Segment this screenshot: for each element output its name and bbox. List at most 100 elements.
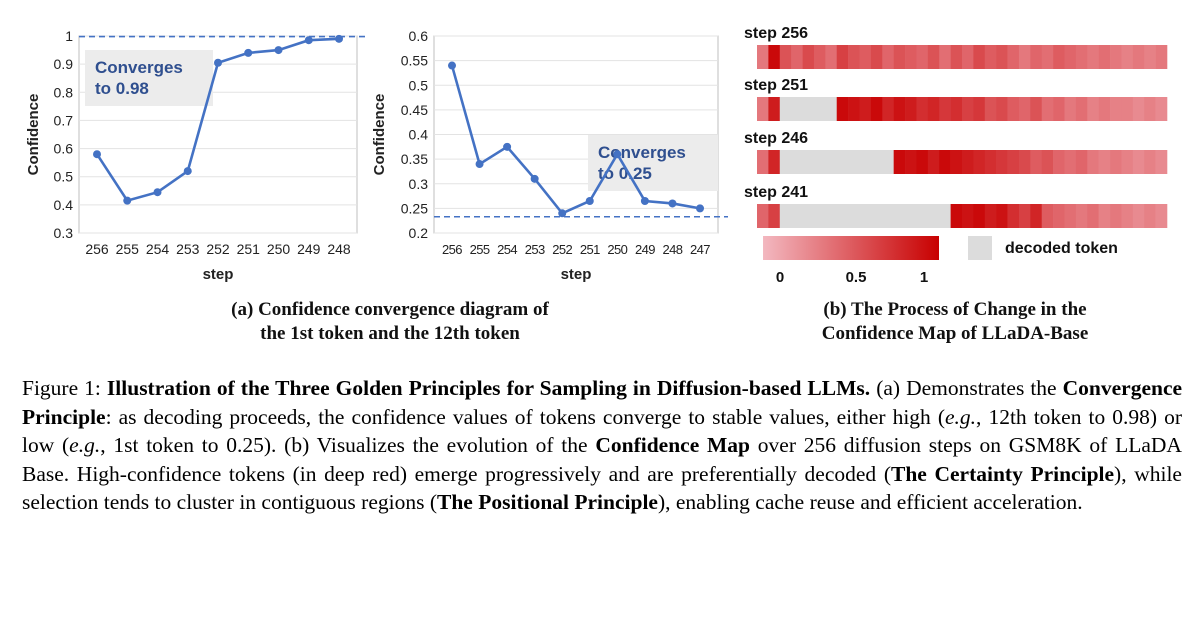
heatmap-cell	[973, 204, 986, 228]
heatmap-cell	[1098, 97, 1111, 121]
data-point	[274, 46, 283, 55]
heatmap-cell	[882, 204, 894, 228]
heatmap-cell	[1030, 97, 1043, 121]
colorbar-tick-label: 0.5	[846, 269, 867, 286]
y-tick-label: 0.35	[401, 151, 428, 167]
data-point	[503, 142, 512, 151]
panel-caption-a-line-1: (a) Confidence convergence diagram of	[231, 299, 549, 320]
caption-text-5: Visualizes the evolution of the	[316, 433, 588, 457]
heatmap-cell	[893, 150, 906, 174]
heatmap-cell	[757, 204, 769, 228]
heatmap-cell	[1098, 204, 1111, 228]
x-tick-label: 256	[85, 241, 109, 257]
heatmap-cell	[882, 97, 894, 121]
heatmap-cell	[1007, 204, 1020, 228]
caption-eg-1: e.g.	[945, 404, 977, 429]
y-tick-label: 0.2	[409, 225, 429, 241]
heatmap-cell	[1064, 204, 1077, 228]
heatmap-cell	[996, 45, 1008, 69]
heatmap-cell	[757, 45, 769, 69]
heatmap-cell	[859, 97, 872, 121]
caption-convergence-principle: Convergence Principle	[22, 376, 1183, 429]
data-point	[214, 58, 222, 67]
heatmap-cell	[1053, 45, 1065, 69]
y-tick-label: 0.5	[54, 169, 74, 185]
heatmap-cell	[973, 45, 986, 69]
heatmap-cell	[825, 204, 838, 228]
caption-a-marker: (a)	[876, 376, 901, 400]
data-point	[696, 204, 704, 213]
heatmap-cell	[1041, 204, 1054, 228]
data-point	[304, 36, 313, 45]
heatmap-cell	[927, 45, 940, 69]
y-tick-label: 0.4	[409, 127, 429, 143]
heatmap-cell	[939, 45, 951, 69]
heatmap-cell	[1030, 150, 1043, 174]
data-point	[153, 188, 162, 197]
heatmap-cell	[836, 97, 849, 121]
heatmap-cell	[836, 150, 849, 174]
heatmap-cell	[802, 150, 815, 174]
heatmap-cell	[825, 45, 838, 69]
heatmap-cell	[791, 97, 803, 121]
annotation-text: to 0.98	[95, 79, 149, 98]
x-tick-label: 249	[297, 241, 321, 257]
heatmap-cell	[1121, 45, 1134, 69]
annotation-box	[85, 50, 213, 106]
heatmap-cell	[1018, 97, 1031, 121]
heatmap-cell	[882, 45, 894, 69]
confidence-map-heatmap: step 256 step 251 step 246 step 241 0 0.5 1 dec…	[744, 25, 1168, 286]
data-point	[530, 174, 539, 183]
y-tick-label: 0.3	[409, 176, 429, 192]
caption-confidence-map: Confidence Map	[595, 433, 751, 457]
heatmap-cell	[1087, 204, 1099, 228]
heatmap-cell	[848, 150, 860, 174]
heatmap-cell	[1018, 45, 1031, 69]
heatmap-cell	[973, 97, 986, 121]
annotation-text: Converges	[95, 58, 183, 77]
heatmap-cell	[825, 150, 838, 174]
heatmap-cell	[848, 97, 860, 121]
caption-b-marker: (b)	[284, 433, 310, 457]
panel-caption-a: (a) Confidence convergence diagram of th…	[150, 298, 630, 346]
heatmap-cell	[1053, 97, 1065, 121]
caption-text-4: , 1st token to 0.25).	[100, 433, 277, 457]
x-tick-label: 254	[497, 242, 517, 257]
heatmap-cell	[836, 204, 849, 228]
heatmap-cell	[1110, 45, 1122, 69]
caption-title: Illustration of the Three Golden Princip…	[106, 376, 871, 400]
decoded-token-legend-label: decoded token	[1005, 240, 1118, 257]
heatmap-cell	[1098, 45, 1111, 69]
heatmap-cell	[927, 204, 940, 228]
heatmap-cell	[1053, 204, 1065, 228]
panel-caption-b-line-2: Confidence Map of LLaDA-Base	[821, 323, 1089, 344]
heatmap-cell	[779, 150, 792, 174]
heatmap-cell	[1110, 204, 1122, 228]
x-tick-label: 252	[552, 242, 572, 257]
heatmap-cell	[779, 45, 792, 69]
heatmap-cell	[1121, 150, 1134, 174]
y-tick-label: 0.6	[409, 28, 429, 44]
heatmap-cell	[1018, 204, 1031, 228]
heatmap-cell	[1064, 45, 1077, 69]
x-tick-label: 250	[267, 241, 291, 257]
data-point	[335, 34, 343, 43]
data-point	[93, 150, 101, 159]
heatmap-cell	[1041, 45, 1054, 69]
heatmap-cell	[927, 150, 940, 174]
heatmap-cell	[802, 45, 815, 69]
caption-text-1: Demonstrates the	[906, 376, 1057, 400]
y-tick-label: 0.8	[54, 84, 74, 100]
heatmap-cell	[1132, 45, 1145, 69]
caption-eg-2: e.g.	[69, 433, 101, 457]
x-tick-label: 251	[237, 241, 261, 257]
caption-label: Figure 1:	[22, 376, 101, 400]
data-point	[585, 196, 594, 205]
heatmap-cell	[916, 204, 929, 228]
chart-b-twelfth-token: 0.2 0.25 0.3 0.35 0.4 0.45 0.5 0.55 0.6 Converges…	[371, 28, 728, 283]
data-point	[183, 167, 192, 176]
heatmap-cell	[768, 97, 781, 121]
heatmap-cell	[1155, 97, 1168, 121]
heatmap-cell	[950, 204, 963, 228]
y-tick-label: 1	[65, 28, 73, 44]
